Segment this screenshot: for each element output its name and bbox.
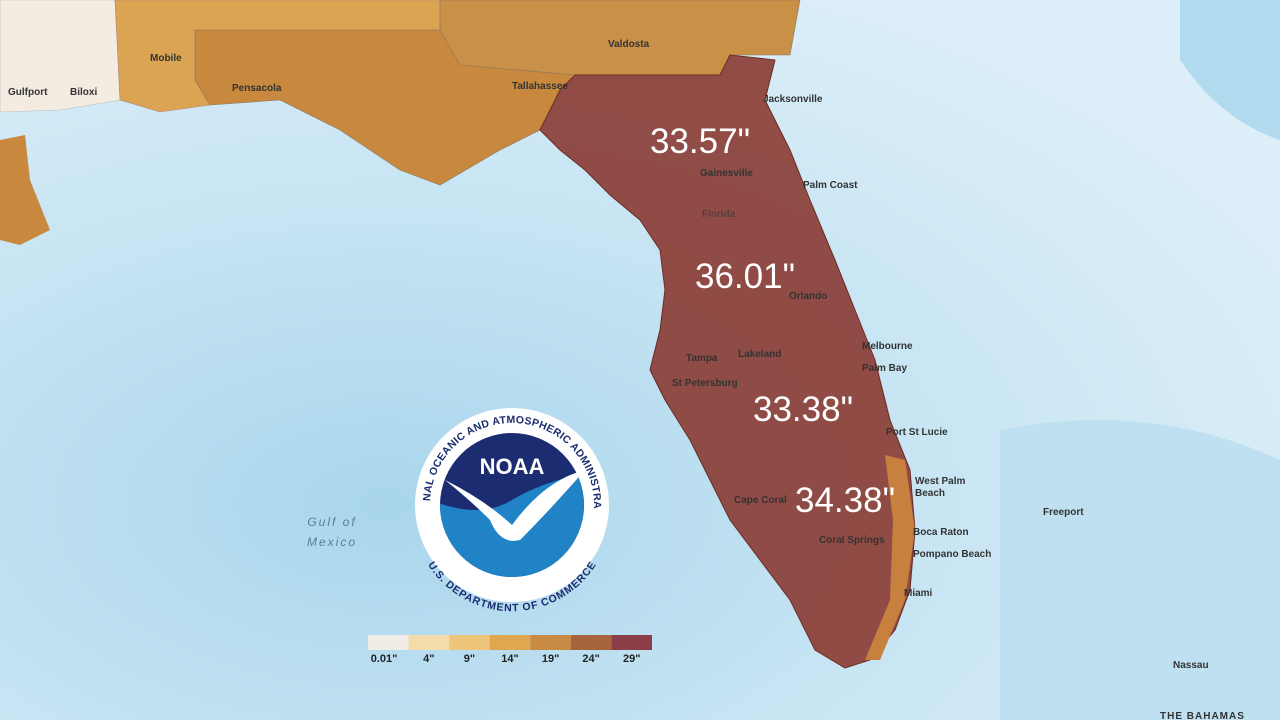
city-label: Miami [904, 588, 933, 599]
city-label: Pompano Beach [913, 549, 991, 560]
rainfall-label: 34.38" [795, 481, 895, 520]
city-label: Coral Springs [819, 535, 885, 546]
city-label: West Palm [915, 476, 965, 487]
city-label: Florida [702, 209, 736, 220]
legend-label: 0.01" [371, 653, 398, 665]
southeast-coast [865, 455, 915, 660]
deep-water [1180, 0, 1280, 140]
water-label: Gulf of [307, 515, 356, 529]
rainfall-label: 36.01" [695, 257, 795, 296]
city-label: Freeport [1043, 507, 1084, 518]
city-label: THE BAHAMAS [1160, 711, 1245, 720]
florida-panhandle [194, 29, 576, 186]
city-label: Orlando [789, 291, 827, 302]
logo-name: NOAA [480, 454, 545, 479]
louisiana [0, 135, 50, 245]
city-label: Pensacola [232, 83, 282, 94]
city-label: Palm Bay [862, 363, 907, 374]
logo-bird [445, 470, 584, 541]
city-label: Valdosta [608, 39, 650, 50]
city-label: Palm Coast [803, 180, 858, 191]
legend-swatch [408, 635, 450, 650]
city-label: Lakeland [738, 349, 781, 360]
rainfall-label: 33.38" [753, 390, 853, 429]
rainfall-label: 33.57" [650, 122, 750, 161]
legend-swatch [449, 635, 490, 650]
legend-label: 14" [501, 653, 518, 665]
city-label: Biloxi [70, 87, 97, 98]
city-label: Mobile [150, 53, 182, 64]
city-label: Jacksonville [763, 94, 823, 105]
city-label: Melbourne [862, 341, 913, 352]
legend-label: 19" [542, 653, 559, 665]
legend-swatch [368, 635, 409, 650]
legend: 0.01" 4" 9" 14" 19" 24" 29" [368, 635, 652, 665]
legend-swatch [570, 635, 612, 650]
city-label: Beach [915, 488, 945, 499]
mississippi [0, 0, 121, 113]
legend-swatch [530, 635, 571, 650]
shallow-water [1000, 420, 1280, 720]
city-label: Boca Raton [913, 527, 969, 538]
city-label: Tampa [686, 353, 718, 364]
city-label: Port St Lucie [886, 427, 948, 438]
city-label: Gulfport [8, 87, 48, 98]
legend-label: 9" [464, 653, 475, 665]
water-label: Mexico [307, 535, 357, 549]
city-label: Nassau [1173, 660, 1209, 671]
city-label: Gainesville [700, 168, 753, 179]
city-label: Cape Coral [734, 495, 787, 506]
legend-label: 24" [582, 653, 599, 665]
city-label: St Petersburg [672, 378, 738, 389]
legend-label: 4" [423, 653, 434, 665]
legend-swatch [489, 635, 531, 650]
city-label: Tallahassee [512, 81, 568, 92]
legend-label: 29" [623, 653, 640, 665]
legend-swatch [611, 635, 652, 650]
